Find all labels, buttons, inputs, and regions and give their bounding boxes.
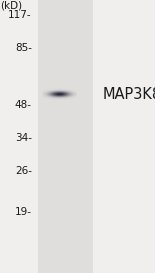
Bar (38, 0, 93, 273)
Text: 85-: 85- (15, 43, 32, 53)
Text: 48-: 48- (15, 100, 32, 110)
Text: MAP3K8: MAP3K8 (102, 87, 155, 102)
Text: 117-: 117- (8, 10, 32, 20)
Text: 26-: 26- (15, 166, 32, 176)
Text: (kD): (kD) (0, 0, 22, 10)
Text: 34-: 34- (15, 133, 32, 143)
Text: 19-: 19- (15, 207, 32, 216)
